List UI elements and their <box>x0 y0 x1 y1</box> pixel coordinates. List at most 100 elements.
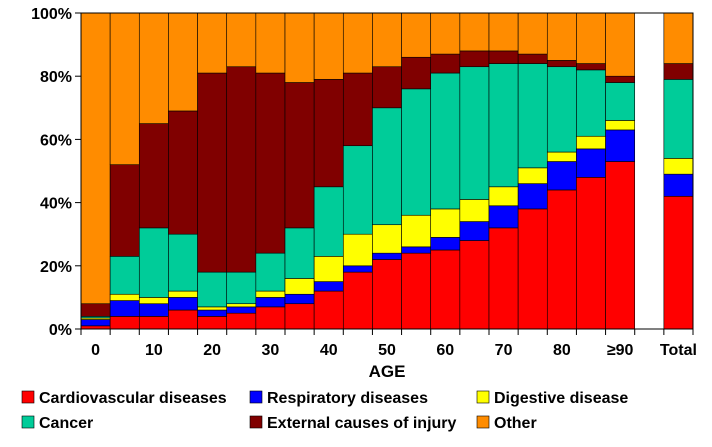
bar-segment <box>576 63 606 71</box>
bar-segment <box>372 107 402 226</box>
bar-segment <box>401 12 432 58</box>
bar-segment <box>517 12 548 55</box>
bar-segment <box>372 66 402 109</box>
bar-segment <box>663 173 694 197</box>
bar-segment <box>255 72 286 254</box>
bars-group <box>80 12 694 330</box>
legend-swatch <box>476 390 490 404</box>
bar-segment <box>255 297 286 308</box>
bar-segment <box>430 237 461 251</box>
y-axis: 0% 20% 40% 60% 80% 100% <box>31 6 81 339</box>
bar-segment <box>197 306 228 311</box>
bar-segment <box>546 151 577 162</box>
bar-segment <box>168 309 198 330</box>
bar-segment <box>109 300 140 317</box>
legend-label: Cancer <box>39 415 93 432</box>
bar-segment <box>459 12 490 52</box>
x-tick-label: 50 <box>378 342 396 359</box>
bar-segment <box>663 158 694 175</box>
bar-segment <box>459 240 490 330</box>
bar-segment <box>517 53 548 64</box>
bar-segment <box>576 135 606 150</box>
bar-segment <box>80 12 111 305</box>
bar-segment <box>488 227 519 330</box>
bar-segment <box>138 303 169 317</box>
legend-swatch <box>249 390 263 404</box>
bar-segment <box>605 129 636 162</box>
bar-segment <box>138 316 169 330</box>
bar-segment <box>576 69 606 137</box>
bar-segment <box>255 290 286 298</box>
bar-segment <box>138 297 169 305</box>
bar-segment <box>517 167 548 184</box>
bar-segment <box>226 312 257 330</box>
bar-segment <box>342 265 373 273</box>
y-tick-label: 20% <box>40 259 72 276</box>
x-tick-label: 40 <box>320 342 338 359</box>
bar-segment <box>284 82 315 229</box>
bar-segment <box>109 12 140 165</box>
bar-segment <box>342 72 373 147</box>
bar-segment <box>168 297 198 311</box>
bar-segment <box>342 145 373 235</box>
bar-segment <box>546 189 577 330</box>
bar-segment <box>430 249 461 330</box>
bar-segment <box>663 79 694 159</box>
x-tick-label: 0 <box>91 342 100 359</box>
bar-segment <box>342 12 373 74</box>
bar-segment <box>109 256 140 295</box>
x-tick-label: 60 <box>436 342 454 359</box>
legend-label: Other <box>494 415 537 432</box>
bar-segment <box>138 12 169 124</box>
bar-segment <box>138 123 169 229</box>
bar-segment <box>663 63 694 80</box>
bar-segment <box>605 161 636 330</box>
bar-segment <box>226 271 257 305</box>
bar-segment <box>430 12 461 55</box>
bar-segment <box>313 281 344 292</box>
bar-segment <box>168 12 198 112</box>
x-axis: 0 10 20 30 40 50 60 70 80 ≥90 Total <box>80 329 697 359</box>
bar-segment <box>342 233 373 267</box>
bar-segment <box>576 148 606 178</box>
bar-segment <box>372 259 402 330</box>
bar-segment <box>517 208 548 330</box>
bar-segment <box>663 195 694 330</box>
bar-segment <box>284 227 315 279</box>
bar-segment <box>372 12 402 68</box>
x-tick-label: 10 <box>145 342 163 359</box>
bar-segment <box>605 82 636 121</box>
bar-segment <box>546 60 577 68</box>
bar-segment <box>488 50 519 64</box>
legend: Cardiovascular diseases Respiratory disea… <box>21 390 628 432</box>
legend-label: External causes of injury <box>267 415 457 432</box>
y-tick-label: 60% <box>40 132 72 149</box>
bar-segment <box>284 303 315 330</box>
bar-segment <box>168 110 198 235</box>
bar-segment <box>197 271 228 308</box>
bar-segment <box>401 252 432 330</box>
bar-segment <box>313 290 344 330</box>
bar-segment <box>313 256 344 282</box>
bar-segment <box>226 303 257 308</box>
y-tick-label: 100% <box>31 6 72 23</box>
bar-segment <box>546 66 577 153</box>
x-tick-label: 80 <box>553 342 571 359</box>
bar-segment <box>255 252 286 292</box>
bar-segment <box>197 12 228 74</box>
bar-segment <box>80 303 111 317</box>
bar-segment <box>80 319 111 327</box>
bar-segment <box>342 271 373 330</box>
bar-segment <box>284 278 315 295</box>
bar-segment <box>576 12 606 64</box>
y-tick-label: 0% <box>49 322 72 339</box>
bar-segment <box>605 12 636 77</box>
bar-segment <box>109 316 140 330</box>
bar-segment <box>109 293 140 301</box>
bar-segment <box>605 120 636 131</box>
bar-segment <box>226 66 257 273</box>
bar-segment <box>459 199 490 222</box>
bar-segment <box>197 316 228 330</box>
x-tick-label: 30 <box>262 342 280 359</box>
